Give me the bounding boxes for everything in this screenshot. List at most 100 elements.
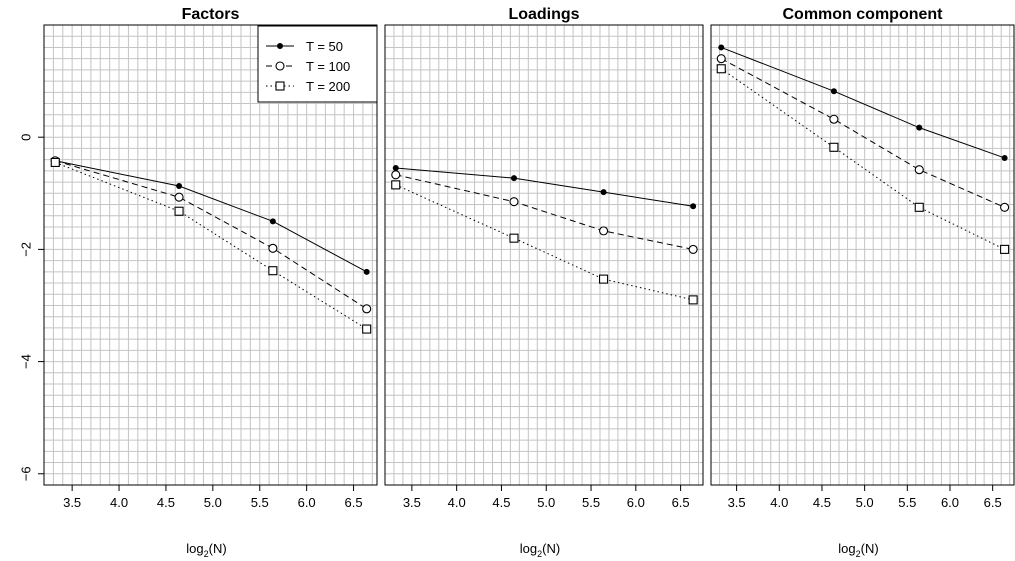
chart-title: Common component <box>783 6 944 23</box>
x-axis-label: log2(N) <box>186 541 226 559</box>
data-point <box>688 295 698 305</box>
legend-label: T = 100 <box>306 59 350 74</box>
data-point <box>1001 154 1008 161</box>
x-tick-label: 4.5 <box>157 495 175 510</box>
data-point <box>392 165 399 172</box>
series-line <box>55 160 367 273</box>
series-line <box>720 68 1005 250</box>
data-point <box>268 243 278 253</box>
panel-2: Loadings 3.5 4.0 4.5 5.0 5.5 6.0 6.5 log2(N) <box>384 6 704 559</box>
series-2 <box>716 54 1010 212</box>
legend-marker <box>275 61 285 71</box>
data-point <box>1000 202 1010 212</box>
x-tick-label: 5.0 <box>856 495 874 510</box>
x-tick-label: 4.5 <box>492 495 510 510</box>
x-axis-label: log2(N) <box>838 541 878 559</box>
data-point <box>510 175 517 182</box>
legend: T = 50 T = 100 T = 200 <box>257 25 378 103</box>
plot-area <box>50 156 372 334</box>
x-tick-label: 6.5 <box>345 495 363 510</box>
x-tick-label: 4.0 <box>110 495 128 510</box>
legend-marker <box>277 43 283 49</box>
x-axis: 3.5 4.0 4.5 5.0 5.5 6.0 6.5 <box>728 484 1002 510</box>
x-tick-label: 5.5 <box>251 495 269 510</box>
data-point <box>829 114 839 124</box>
data-point <box>914 165 924 175</box>
series-3 <box>50 157 372 334</box>
x-tick-label: 5.5 <box>898 495 916 510</box>
data-point <box>1000 244 1010 254</box>
data-point <box>829 142 839 152</box>
grid <box>385 25 703 485</box>
panel-1: Factors 3.5 4.0 4.5 5.0 5.5 6.0 6.5 log2(N) 0 −2 −4… <box>18 6 378 559</box>
plot-area <box>716 44 1010 254</box>
plot-frame <box>710 24 1015 486</box>
y-tick-label: 0 <box>18 134 33 141</box>
series-3 <box>716 64 1010 254</box>
data-point <box>914 202 924 212</box>
series-line <box>395 174 694 250</box>
series-3 <box>391 180 698 305</box>
legend-marker <box>275 81 285 91</box>
y-tick-label: −2 <box>18 242 33 257</box>
series-line <box>721 46 1005 159</box>
plot-frame <box>384 24 704 486</box>
x-tick-label: 4.0 <box>770 495 788 510</box>
legend-label: T = 50 <box>306 39 343 54</box>
x-tick-label: 5.0 <box>537 495 555 510</box>
data-point <box>509 197 519 207</box>
x-tick-label: 6.0 <box>627 495 645 510</box>
x-tick-label: 4.0 <box>448 495 466 510</box>
x-axis: 3.5 4.0 4.5 5.0 5.5 6.0 6.5 <box>63 484 363 510</box>
data-point <box>268 266 278 276</box>
data-point <box>174 192 184 202</box>
x-tick-label: 3.5 <box>63 495 81 510</box>
y-tick-label: −6 <box>18 466 33 481</box>
x-axis: 3.5 4.0 4.5 5.0 5.5 6.0 6.5 <box>403 484 690 510</box>
series-line <box>55 161 367 330</box>
series-2 <box>50 156 372 314</box>
x-tick-label: 5.0 <box>204 495 222 510</box>
x-tick-label: 3.5 <box>403 495 421 510</box>
series-line <box>721 58 1005 208</box>
y-axis: 0 −2 −4 −6 <box>18 134 45 481</box>
data-point <box>50 157 60 167</box>
series-1 <box>392 165 697 210</box>
legend-label: T = 200 <box>306 79 350 94</box>
series-line <box>55 160 367 310</box>
grid <box>711 25 1014 485</box>
x-tick-label: 3.5 <box>728 495 746 510</box>
data-point <box>599 226 609 236</box>
series-line <box>395 167 694 207</box>
data-point <box>718 44 725 51</box>
x-tick-label: 4.5 <box>813 495 831 510</box>
data-point <box>599 274 609 284</box>
data-point <box>269 218 276 225</box>
series-2 <box>391 170 698 254</box>
data-point <box>509 233 519 243</box>
data-point <box>362 324 372 334</box>
data-point <box>716 64 726 74</box>
y-tick-label: −4 <box>18 354 33 369</box>
data-point <box>176 183 183 189</box>
data-point <box>716 54 726 64</box>
data-point <box>362 304 372 314</box>
data-point <box>690 203 697 210</box>
series-1 <box>718 44 1008 161</box>
grid <box>44 25 377 485</box>
chart-title: Factors <box>182 6 240 23</box>
x-tick-label: 6.5 <box>984 495 1002 510</box>
x-tick-label: 6.0 <box>298 495 316 510</box>
data-point <box>174 206 184 216</box>
data-point <box>830 88 837 95</box>
x-tick-label: 6.0 <box>941 495 959 510</box>
chart-title: Loadings <box>508 6 579 23</box>
panel-3: Common component 3.5 4.0 4.5 5.0 5.5 6.0 6.5 log… <box>710 6 1015 559</box>
data-point <box>600 189 607 196</box>
x-axis-label: log2(N) <box>520 541 560 559</box>
x-tick-label: 6.5 <box>672 495 690 510</box>
data-point <box>391 180 401 190</box>
plot-area <box>391 165 698 305</box>
x-tick-label: 5.5 <box>582 495 600 510</box>
